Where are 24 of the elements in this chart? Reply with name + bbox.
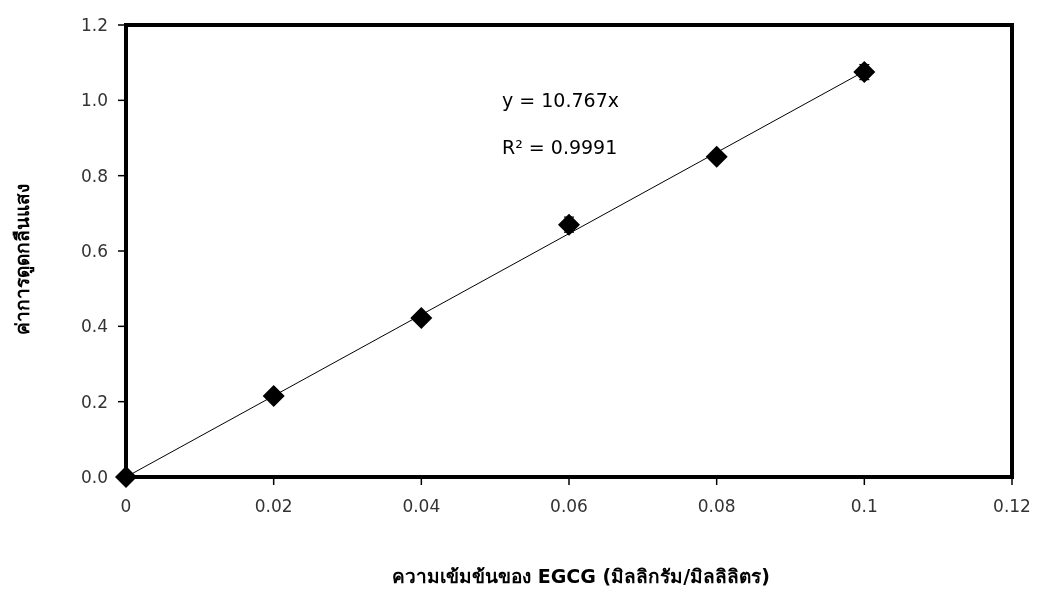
point — [410, 307, 433, 330]
x-tick-label: 0.12 — [993, 496, 1031, 516]
y-axis-title: ค่าการดูดกลืนแสง — [11, 183, 35, 335]
y-tick-label: 1.0 — [80, 90, 108, 111]
y-tick-label: 0.6 — [80, 241, 108, 261]
y-tick-label: 0.8 — [80, 165, 108, 186]
point — [558, 213, 580, 236]
y-tick-label: 0.4 — [80, 316, 108, 337]
x-tick-label: 0 — [120, 496, 132, 516]
x-tick-label: 0.06 — [550, 496, 588, 516]
annotation: R² = 0.9991 — [502, 136, 618, 158]
point — [115, 466, 137, 488]
y-tick-label: 0.2 — [80, 391, 108, 412]
point — [853, 61, 876, 84]
point — [705, 145, 728, 168]
x-tick-label: 0.02 — [254, 496, 293, 516]
x-tick-label: 0.04 — [402, 496, 441, 516]
x-tick-label: 0.08 — [697, 496, 736, 516]
x-axis-title: ความเข้มข้นของ EGCG (มิลลิกรัม/มิลลิลิตร) — [392, 565, 770, 587]
y-tick-label: 1.2 — [80, 15, 108, 35]
point — [262, 385, 285, 408]
annotation: y = 10.767x — [502, 89, 619, 111]
y-tick-label: 0.0 — [80, 467, 108, 487]
x-tick-label: 0.1 — [850, 496, 878, 516]
